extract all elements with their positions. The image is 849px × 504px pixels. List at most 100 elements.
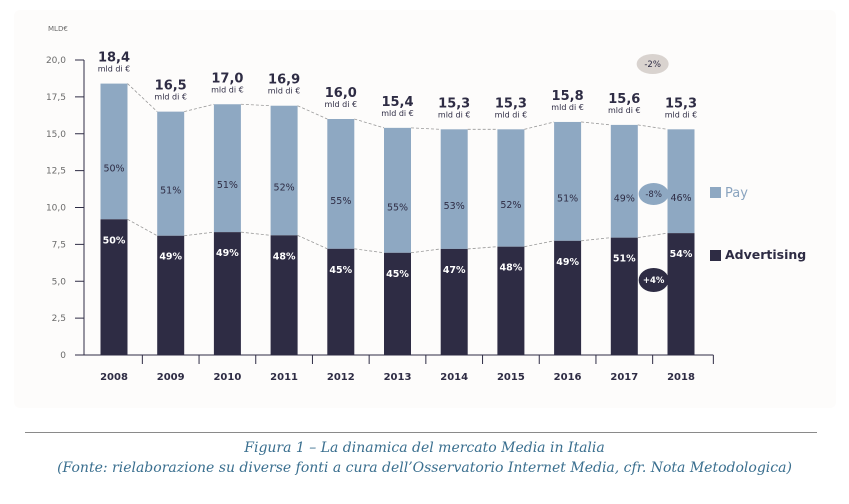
legend: Pay Advertising <box>710 186 806 262</box>
total-unit-label: mld di € <box>268 87 301 96</box>
advertising-trend-line <box>581 237 611 242</box>
total-unit-label: mld di € <box>325 100 358 109</box>
bar-advertising <box>157 235 185 355</box>
pay-share-label: 53% <box>444 201 465 212</box>
y-tick-label: 12,5 <box>46 167 66 177</box>
advertising-change-label: +4% <box>643 276 665 286</box>
legend-swatch-advertising <box>710 250 721 261</box>
total-trend-line <box>524 121 555 130</box>
trend-lines <box>127 83 668 254</box>
y-tick-label: 20,0 <box>46 56 66 66</box>
bar-pay <box>497 129 525 247</box>
x-tick-label: 2008 <box>100 372 128 383</box>
advertising-share-label: 49% <box>159 252 182 263</box>
bar-advertising <box>610 237 638 355</box>
bar-pay <box>157 111 185 236</box>
pay-share-label: 49% <box>614 193 635 204</box>
advertising-share-label: 48% <box>500 263 523 274</box>
x-tick-label: 2011 <box>270 372 298 383</box>
advertising-trend-line <box>637 232 668 239</box>
bar-advertising <box>100 219 128 355</box>
advertising-share-label: 45% <box>386 269 409 280</box>
bar-pay <box>327 119 355 249</box>
total-trend-line <box>581 121 611 126</box>
pay-change-bubble <box>638 183 669 205</box>
total-trend-line <box>184 103 214 113</box>
y-tick-label: 0 <box>60 351 66 361</box>
total-value-label: 15,6 <box>608 92 640 107</box>
bar-pay <box>610 124 638 238</box>
advertising-trend-line <box>127 218 158 237</box>
y-axis-unit-label: MLD€ <box>48 25 68 33</box>
caption-divider <box>25 432 817 433</box>
pay-share-label: 51% <box>217 180 238 191</box>
bar-advertising <box>213 232 241 355</box>
total-unit-label: mld di € <box>381 109 414 118</box>
advertising-trend-line <box>524 240 555 248</box>
x-tick-label: 2017 <box>610 372 638 383</box>
legend-label-pay: Pay <box>725 186 748 201</box>
x-tick-label: 2018 <box>667 372 695 383</box>
total-trend-line <box>240 103 271 107</box>
total-trend-line <box>297 105 328 120</box>
y-tick-label: 17,5 <box>46 93 66 103</box>
x-tick-label: 2013 <box>384 372 412 383</box>
total-unit-label: mld di € <box>495 110 528 119</box>
advertising-share-label: 49% <box>556 257 579 268</box>
total-value-label: 15,4 <box>381 95 413 110</box>
total-value-label: 18,4 <box>98 51 130 66</box>
total-unit-label: mld di € <box>438 110 471 119</box>
total-trend-line <box>410 127 441 130</box>
stacked-bar-chart: MLD€ 0 2,5 5,0 7,5 10,0 12,5 15,0 17,5 20,0 2008 20… <box>46 25 806 383</box>
total-value-label: 16,9 <box>268 73 300 88</box>
pay-share-label: 50% <box>103 163 124 174</box>
chart-panel <box>14 10 836 408</box>
advertising-trend-line <box>467 246 498 250</box>
x-tick-label: 2010 <box>213 372 241 383</box>
total-value-label: 15,3 <box>438 96 470 111</box>
total-value-label: 15,3 <box>495 96 527 111</box>
annotations: -2% -8% +4% <box>636 54 669 292</box>
advertising-share-label: 47% <box>443 265 466 276</box>
bar-advertising <box>554 240 582 355</box>
pay-share-label: 46% <box>670 193 691 204</box>
pay-share-label: 51% <box>557 193 578 204</box>
total-unit-label: mld di € <box>154 93 187 102</box>
advertising-trend-line <box>240 231 271 236</box>
bar-pay <box>554 121 582 241</box>
bar-pay <box>270 105 298 236</box>
advertising-trend-line <box>297 234 328 250</box>
total-value-label: 16,0 <box>325 86 357 101</box>
total-value-label: 17,0 <box>211 71 243 86</box>
total-value-label: 15,3 <box>665 96 697 111</box>
y-tick-label: 15,0 <box>46 130 66 140</box>
total-trend-line <box>354 118 385 129</box>
total-change-bubble <box>636 54 669 74</box>
total-unit-label: mld di € <box>98 65 131 74</box>
total-unit-label: mld di € <box>211 85 244 94</box>
y-tick-label: 5,0 <box>52 277 67 287</box>
bars <box>100 83 695 355</box>
bar-pay <box>667 129 695 234</box>
legend-label-advertising: Advertising <box>725 247 806 262</box>
pay-share-label: 55% <box>387 202 408 213</box>
bar-advertising <box>440 248 468 355</box>
y-tick-label: 2,5 <box>52 314 66 324</box>
bar-advertising <box>384 252 411 355</box>
pay-share-label: 52% <box>274 183 295 194</box>
advertising-share-label: 48% <box>273 251 296 262</box>
advertising-change-bubble <box>638 268 669 292</box>
bar-advertising <box>667 233 695 355</box>
advertising-share-label: 54% <box>670 249 693 260</box>
advertising-share-label: 50% <box>103 235 126 246</box>
total-change-label: -2% <box>644 60 661 70</box>
total-unit-label: mld di € <box>551 103 584 112</box>
pay-change-label: -8% <box>645 190 662 200</box>
bar-pay <box>384 127 411 253</box>
x-tick-label: 2012 <box>327 372 355 383</box>
total-value-label: 15,8 <box>552 89 584 104</box>
figure-caption-title: Figura 1 – La dinamica del mercato Media… <box>244 440 605 456</box>
bar-advertising <box>497 246 525 355</box>
advertising-share-label: 49% <box>216 248 239 259</box>
